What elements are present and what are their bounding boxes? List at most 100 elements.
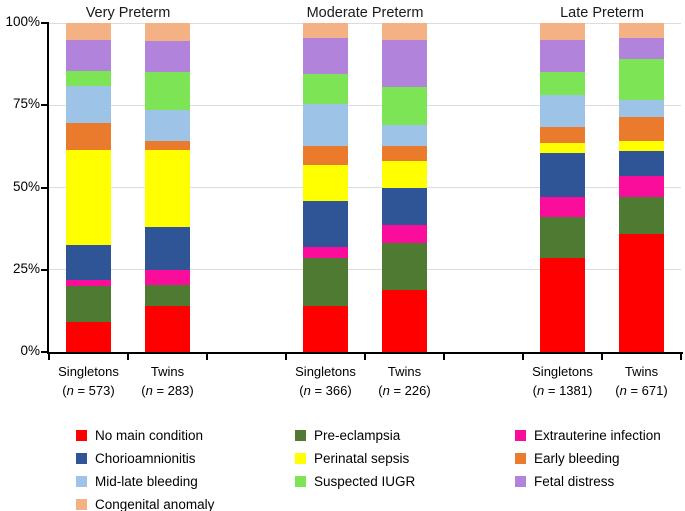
bar-late-preterm-twins — [619, 23, 664, 352]
x-tick-3 — [285, 353, 287, 360]
bar-very-preterm-singletons — [66, 23, 111, 352]
segment-fetal-distress — [382, 39, 427, 88]
segment-perinatal-sepsis — [619, 141, 664, 152]
segment-suspected-iugr — [66, 70, 111, 86]
segment-pre-eclampsia — [145, 284, 190, 306]
x-tick-6 — [522, 353, 524, 360]
segment-pre-eclampsia — [303, 258, 348, 306]
legend-label-no-main-condition: No main condition — [95, 428, 204, 443]
segment-early-bleeding — [382, 146, 427, 162]
segment-no-main-condition — [619, 233, 664, 352]
legend-label-suspected-iugr: Suspected IUGR — [314, 474, 416, 489]
x-tick-7 — [601, 353, 603, 360]
segment-congenital-anomaly — [145, 23, 190, 42]
gridline-100 — [49, 23, 681, 24]
legend-item-no-main-condition: No main condition — [76, 424, 214, 447]
segment-chorioamnionitis — [382, 187, 427, 226]
legend-label-extrauterine-infection: Extrauterine infection — [534, 428, 661, 443]
segment-extrauterine-infection — [145, 269, 190, 285]
y-tick-0 — [41, 351, 49, 353]
legend-swatch-suspected-iugr — [295, 476, 306, 487]
segment-early-bleeding — [619, 116, 664, 142]
segment-fetal-distress — [303, 37, 348, 75]
segment-mid-late-bleeding — [303, 103, 348, 147]
segment-extrauterine-infection — [540, 197, 585, 218]
plot-area — [41, 22, 683, 360]
x-tick-2 — [206, 353, 208, 360]
legend-label-mid-late-bleeding: Mid-late bleeding — [95, 474, 198, 489]
segment-no-main-condition — [66, 322, 111, 352]
segment-pre-eclampsia — [540, 217, 585, 259]
y-axis-label-0: 0% — [20, 343, 40, 358]
segment-congenital-anomaly — [619, 23, 664, 38]
legend-item-chorioamnionitis: Chorioamnionitis — [76, 447, 214, 470]
y-axis-labels: 0% 25% 50% 75% 100% — [0, 0, 40, 511]
segment-suspected-iugr — [382, 87, 427, 126]
segment-mid-late-bleeding — [66, 85, 111, 124]
y-tick-100 — [41, 22, 49, 24]
gridline-50 — [49, 187, 681, 188]
y-tick-25 — [41, 268, 49, 271]
bar-very-preterm-twins — [145, 23, 190, 352]
legend-swatch-perinatal-sepsis — [295, 453, 306, 464]
bar-moderate-preterm-singletons — [303, 23, 348, 352]
gridline-25 — [49, 269, 681, 271]
segment-chorioamnionitis — [619, 151, 664, 176]
segment-congenital-anomaly — [382, 23, 427, 40]
y-axis-label-75: 75% — [12, 96, 40, 112]
segment-congenital-anomaly — [303, 23, 348, 38]
segment-suspected-iugr — [145, 72, 190, 111]
segment-extrauterine-infection — [382, 225, 427, 244]
legend-item-mid-late-bleeding: Mid-late bleeding — [76, 470, 214, 493]
segment-chorioamnionitis — [303, 200, 348, 247]
legend-label-perinatal-sepsis: Perinatal sepsis — [314, 451, 410, 466]
segment-extrauterine-infection — [619, 176, 664, 198]
segment-perinatal-sepsis — [66, 149, 111, 246]
segment-no-main-condition — [145, 305, 190, 352]
segment-congenital-anomaly — [66, 23, 111, 40]
segment-fetal-distress — [145, 41, 190, 73]
segment-suspected-iugr — [303, 74, 348, 104]
gridline-75 — [49, 104, 681, 106]
segment-fetal-distress — [540, 39, 585, 73]
legend-swatch-mid-late-bleeding — [76, 476, 87, 487]
segment-congenital-anomaly — [540, 23, 585, 40]
legend-swatch-fetal-distress — [515, 476, 526, 487]
segment-early-bleeding — [66, 123, 111, 150]
segment-perinatal-sepsis — [382, 161, 427, 188]
x-tick-8 — [680, 353, 682, 360]
segment-no-main-condition — [540, 258, 585, 352]
legend-item-congenital-anomaly: Congenital anomaly — [76, 493, 214, 511]
segment-pre-eclampsia — [382, 243, 427, 290]
segment-perinatal-sepsis — [540, 143, 585, 153]
segment-early-bleeding — [145, 141, 190, 150]
segment-extrauterine-infection — [303, 246, 348, 259]
segment-fetal-distress — [66, 39, 111, 71]
legend-label-pre-eclampsia: Pre-eclampsia — [314, 428, 401, 443]
legend-swatch-chorioamnionitis — [76, 453, 87, 464]
legend-swatch-no-main-condition — [76, 430, 87, 441]
x-tick-4 — [364, 353, 366, 360]
y-tick-75 — [41, 104, 49, 107]
legend-item-perinatal-sepsis: Perinatal sepsis — [295, 447, 415, 470]
group-title-very-preterm: Very Preterm — [85, 5, 171, 21]
y-axis-label-100: 100% — [5, 14, 40, 29]
segment-perinatal-sepsis — [303, 164, 348, 201]
legend-item-suspected-iugr: Suspected IUGR — [295, 470, 415, 493]
segment-extrauterine-infection — [66, 279, 111, 287]
legend-item-pre-eclampsia: Pre-eclampsia — [295, 424, 415, 447]
segment-no-main-condition — [303, 305, 348, 352]
segment-suspected-iugr — [540, 72, 585, 96]
segment-chorioamnionitis — [540, 152, 585, 198]
legend-item-early-bleeding: Early bleeding — [515, 447, 661, 470]
legend-label-chorioamnionitis: Chorioamnionitis — [95, 451, 196, 466]
segment-mid-late-bleeding — [540, 95, 585, 127]
segment-pre-eclampsia — [619, 197, 664, 234]
segment-perinatal-sepsis — [145, 149, 190, 228]
x-tick-5 — [443, 353, 445, 360]
x-tick-1 — [127, 353, 129, 360]
legend-item-extrauterine-infection: Extrauterine infection — [515, 424, 661, 447]
legend-column-3: Extrauterine infection Early bleeding Feta… — [515, 424, 661, 493]
y-tick-50 — [41, 186, 49, 189]
group-title-late-preterm: Late Preterm — [560, 5, 644, 21]
